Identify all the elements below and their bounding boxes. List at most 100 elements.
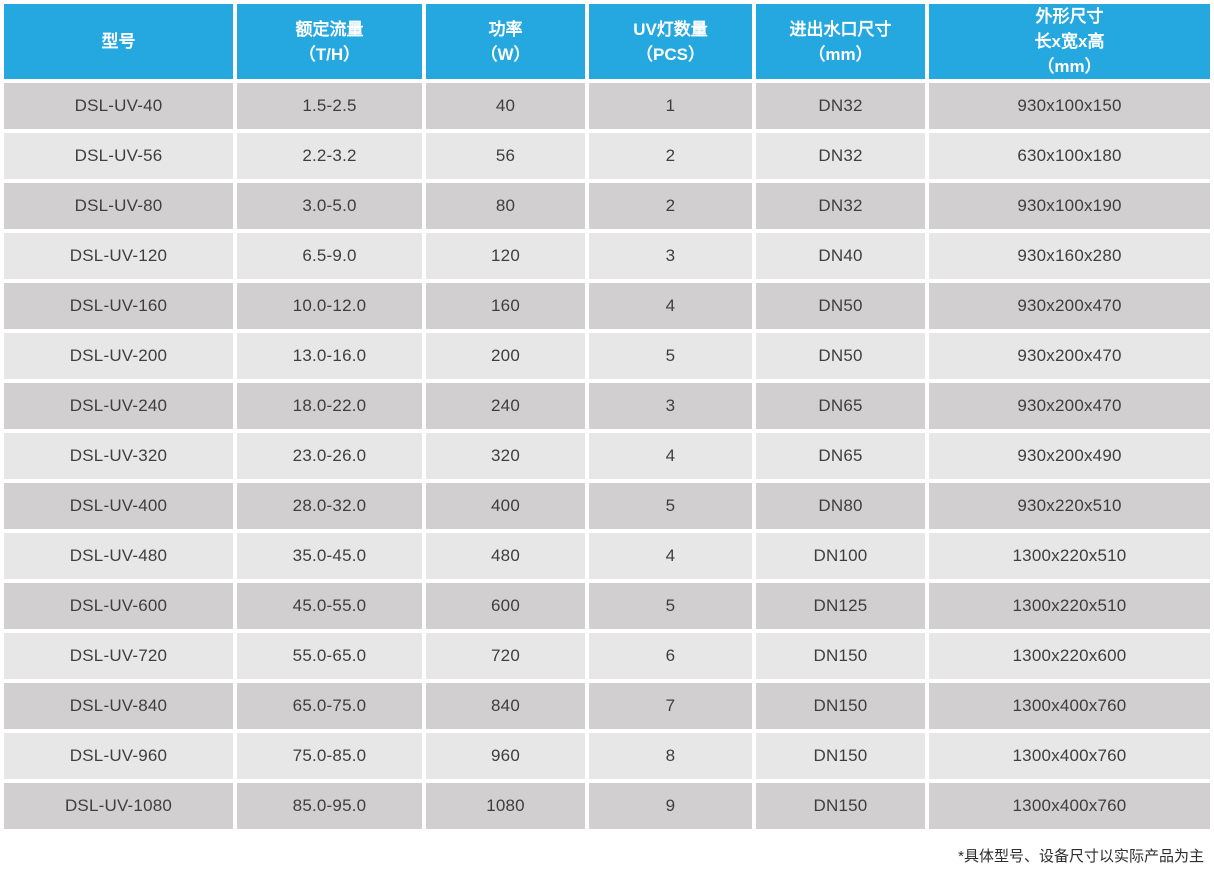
header-port-line2: （mm） (808, 44, 873, 64)
cell-model: DSL-UV-720 (4, 633, 233, 679)
cell-size: 930x160x280 (929, 233, 1210, 279)
cell-port: DN65 (756, 383, 925, 429)
header-flow-line1: 额定流量 (295, 19, 364, 39)
cell-lamps: 7 (589, 683, 752, 729)
cell-size: 1300x400x760 (929, 733, 1210, 779)
header-port-line1: 进出水口尺寸 (789, 19, 892, 39)
cell-size: 1300x220x510 (929, 583, 1210, 629)
cell-flow: 1.5-2.5 (237, 83, 422, 129)
cell-model: DSL-UV-1080 (4, 783, 233, 829)
cell-port: DN150 (756, 733, 925, 779)
cell-port: DN32 (756, 133, 925, 179)
cell-size: 1300x400x760 (929, 783, 1210, 829)
cell-model: DSL-UV-840 (4, 683, 233, 729)
table-row: DSL-UV-40 1.5-2.5 40 1 DN32 930x100x150 (4, 83, 1210, 129)
table-row: DSL-UV-80 3.0-5.0 80 2 DN32 930x100x190 (4, 183, 1210, 229)
cell-flow: 6.5-9.0 (237, 233, 422, 279)
cell-power: 1080 (426, 783, 585, 829)
cell-size: 930x100x190 (929, 183, 1210, 229)
cell-power: 56 (426, 133, 585, 179)
cell-lamps: 9 (589, 783, 752, 829)
cell-power: 80 (426, 183, 585, 229)
cell-flow: 23.0-26.0 (237, 433, 422, 479)
cell-power: 720 (426, 633, 585, 679)
cell-size: 930x200x470 (929, 283, 1210, 329)
cell-power: 960 (426, 733, 585, 779)
header-lamps-line2: （PCS） (636, 44, 705, 64)
cell-lamps: 5 (589, 483, 752, 529)
cell-model: DSL-UV-160 (4, 283, 233, 329)
cell-power: 120 (426, 233, 585, 279)
cell-size: 930x100x150 (929, 83, 1210, 129)
header-lamps: UV灯数量 （PCS） (589, 4, 752, 79)
cell-port: DN150 (756, 683, 925, 729)
cell-port: DN50 (756, 283, 925, 329)
header-power-line1: 功率 (488, 19, 523, 39)
cell-model: DSL-UV-120 (4, 233, 233, 279)
cell-lamps: 2 (589, 183, 752, 229)
cell-power: 320 (426, 433, 585, 479)
cell-flow: 55.0-65.0 (237, 633, 422, 679)
spec-table: 型号 额定流量 （T/H） 功率 （W） UV灯数量 （PCS） 进出水口尺寸 … (4, 4, 1210, 829)
cell-model: DSL-UV-320 (4, 433, 233, 479)
cell-power: 840 (426, 683, 585, 729)
cell-lamps: 3 (589, 233, 752, 279)
table-row: DSL-UV-400 28.0-32.0 400 5 DN80 930x220x… (4, 483, 1210, 529)
cell-lamps: 4 (589, 283, 752, 329)
cell-port: DN100 (756, 533, 925, 579)
table-row: DSL-UV-840 65.0-75.0 840 7 DN150 1300x40… (4, 683, 1210, 729)
header-size-line2: 长x宽x高 (1034, 32, 1105, 51)
cell-port: DN80 (756, 483, 925, 529)
cell-model: DSL-UV-200 (4, 333, 233, 379)
cell-model: DSL-UV-80 (4, 183, 233, 229)
cell-power: 400 (426, 483, 585, 529)
cell-lamps: 4 (589, 433, 752, 479)
cell-model: DSL-UV-56 (4, 133, 233, 179)
cell-lamps: 6 (589, 633, 752, 679)
cell-port: DN40 (756, 233, 925, 279)
table-row: DSL-UV-960 75.0-85.0 960 8 DN150 1300x40… (4, 733, 1210, 779)
cell-flow: 3.0-5.0 (237, 183, 422, 229)
cell-power: 160 (426, 283, 585, 329)
table-row: DSL-UV-200 13.0-16.0 200 5 DN50 930x200x… (4, 333, 1210, 379)
cell-flow: 18.0-22.0 (237, 383, 422, 429)
cell-port: DN125 (756, 583, 925, 629)
cell-port: DN32 (756, 183, 925, 229)
table-row: DSL-UV-480 35.0-45.0 480 4 DN100 1300x22… (4, 533, 1210, 579)
cell-size: 1300x220x510 (929, 533, 1210, 579)
footnote: *具体型号、设备尺寸以实际产品为主 (958, 848, 1204, 865)
cell-power: 480 (426, 533, 585, 579)
cell-model: DSL-UV-40 (4, 83, 233, 129)
header-power: 功率 （W） (426, 4, 585, 79)
header-size: 外形尺寸 长x宽x高 （mm） (929, 4, 1210, 79)
cell-lamps: 2 (589, 133, 752, 179)
cell-lamps: 8 (589, 733, 752, 779)
cell-port: DN65 (756, 433, 925, 479)
cell-flow: 85.0-95.0 (237, 783, 422, 829)
cell-flow: 65.0-75.0 (237, 683, 422, 729)
table-header: 型号 额定流量 （T/H） 功率 （W） UV灯数量 （PCS） 进出水口尺寸 … (4, 4, 1210, 79)
header-size-line1: 外形尺寸 (1035, 7, 1104, 26)
header-lamps-line1: UV灯数量 (633, 19, 708, 39)
cell-model: DSL-UV-960 (4, 733, 233, 779)
cell-flow: 75.0-85.0 (237, 733, 422, 779)
header-flow-line2: （T/H） (298, 44, 361, 64)
table-row: DSL-UV-600 45.0-55.0 600 5 DN125 1300x22… (4, 583, 1210, 629)
cell-size: 930x200x470 (929, 333, 1210, 379)
cell-flow: 35.0-45.0 (237, 533, 422, 579)
cell-model: DSL-UV-480 (4, 533, 233, 579)
cell-model: DSL-UV-400 (4, 483, 233, 529)
cell-lamps: 1 (589, 83, 752, 129)
header-flow: 额定流量 （T/H） (237, 4, 422, 79)
header-model: 型号 (4, 4, 233, 79)
cell-power: 240 (426, 383, 585, 429)
table-row: DSL-UV-1080 85.0-95.0 1080 9 DN150 1300x… (4, 783, 1210, 829)
table-row: DSL-UV-320 23.0-26.0 320 4 DN65 930x200x… (4, 433, 1210, 479)
header-row: 型号 额定流量 （T/H） 功率 （W） UV灯数量 （PCS） 进出水口尺寸 … (4, 4, 1210, 79)
table-row: DSL-UV-56 2.2-3.2 56 2 DN32 630x100x180 (4, 133, 1210, 179)
cell-size: 930x220x510 (929, 483, 1210, 529)
cell-size: 630x100x180 (929, 133, 1210, 179)
table-row: DSL-UV-160 10.0-12.0 160 4 DN50 930x200x… (4, 283, 1210, 329)
cell-power: 200 (426, 333, 585, 379)
cell-power: 600 (426, 583, 585, 629)
